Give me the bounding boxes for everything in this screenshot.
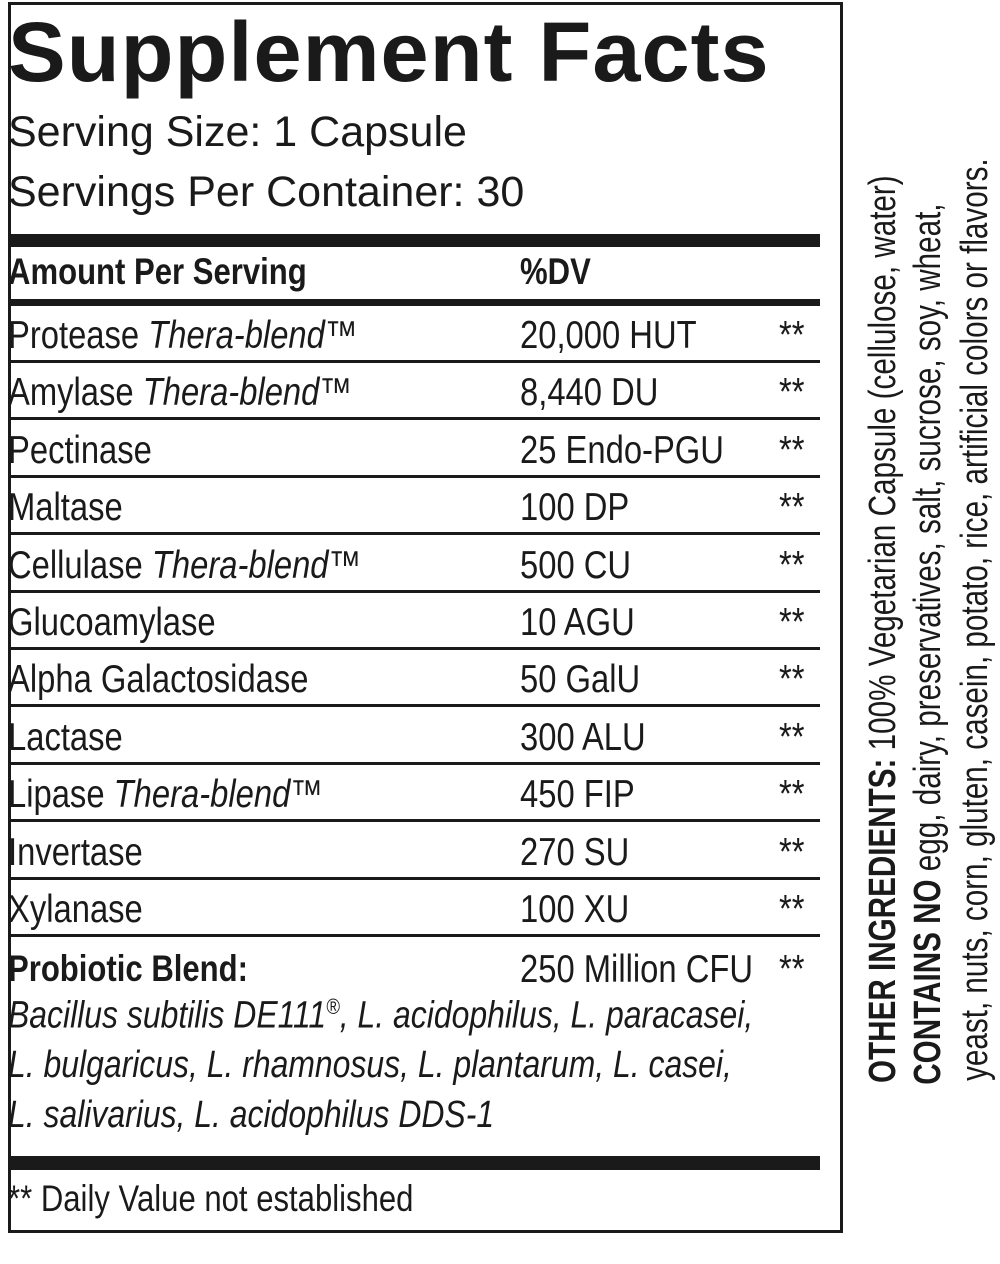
probiotic-amount: 250 Million CFU xyxy=(520,948,754,991)
ingredient-amount: 270 SU xyxy=(520,830,630,874)
table-row: Lipase Thera-blend™ 450 FIP ** xyxy=(8,765,820,823)
bottom-divider xyxy=(8,1156,820,1170)
ingredient-amount: 100 DP xyxy=(520,486,630,530)
row-divider xyxy=(8,876,820,880)
ingredient-dv: ** xyxy=(779,314,805,357)
probiotic-strains-line: L. bulgaricus, L. rhamnosus, L. plantaru… xyxy=(8,1044,732,1086)
row-divider xyxy=(8,532,820,536)
row-divider xyxy=(8,704,820,708)
table-row: Invertase 270 SU ** xyxy=(8,823,820,880)
ingredient-dv: ** xyxy=(779,888,805,931)
ingredient-name: Alpha Galactosidase xyxy=(8,658,309,702)
footnote: ** Daily Value not established xyxy=(8,1178,414,1219)
ingredient-amount: 300 ALU xyxy=(520,715,646,759)
ingredient-name: Maltase xyxy=(8,486,123,530)
contains-no-continued: yeast, nuts, corn, gluten, casein, potat… xyxy=(954,158,996,1081)
table-row: Amylase Thera-blend™ 8,440 DU ** xyxy=(8,363,820,421)
ingredient-name: Cellulase Thera-blend™ xyxy=(8,543,362,587)
ingredient-name: Lactase xyxy=(8,715,123,759)
supplement-facts-panel xyxy=(8,2,843,1233)
ingredient-dv: ** xyxy=(779,658,805,702)
ingredient-amount: 500 CU xyxy=(520,543,632,587)
thick-divider xyxy=(8,234,820,247)
table-row: Xylanase 100 XU ** xyxy=(8,880,820,937)
row-divider xyxy=(8,474,820,478)
row-divider xyxy=(8,360,820,363)
ingredient-amount: 450 FIP xyxy=(520,773,635,817)
row-divider xyxy=(8,417,820,421)
probiotic-dv: ** xyxy=(779,948,805,991)
ingredient-amount: 10 AGU xyxy=(520,601,635,644)
other-ingredients-side-text: OTHER INGREDIENTS: 100% Vegetarian Capsu… xyxy=(862,0,1000,1239)
header-divider xyxy=(8,299,820,306)
row-divider xyxy=(8,647,820,650)
ingredient-dv: ** xyxy=(779,601,805,644)
ingredient-name: Glucoamylase xyxy=(8,601,216,644)
ingredient-dv: ** xyxy=(779,773,805,817)
serving-size: Serving Size: 1 Capsule xyxy=(8,108,467,156)
ingredient-name: Pectinase xyxy=(8,428,152,472)
ingredient-dv: ** xyxy=(779,543,805,587)
table-row: Lactase 300 ALU ** xyxy=(8,708,820,765)
probiotic-name: Probiotic Blend: xyxy=(8,948,249,989)
table-row: Alpha Galactosidase 50 GalU ** xyxy=(8,650,820,708)
row-divider xyxy=(8,819,820,823)
probiotic-row: Probiotic Blend: 250 Million CFU ** xyxy=(8,940,820,997)
row-divider xyxy=(8,934,820,937)
header-dv: %DV xyxy=(520,251,591,292)
ingredient-name: Lipase Thera-blend™ xyxy=(8,773,324,817)
ingredient-dv: ** xyxy=(779,428,805,472)
ingredient-name: Protease Thera-blend™ xyxy=(8,314,358,357)
probiotic-strains-line: Bacillus subtilis DE111®, L. acidophilus… xyxy=(8,994,754,1037)
header-amount: Amount Per Serving xyxy=(8,251,307,292)
row-divider xyxy=(8,589,820,593)
ingredient-amount: 8,440 DU xyxy=(520,371,659,415)
panel-title: Supplement Facts xyxy=(8,5,770,99)
table-row: Glucoamylase 10 AGU ** xyxy=(8,593,820,650)
ingredient-name: Invertase xyxy=(8,830,143,874)
table-row: Pectinase 25 Endo-PGU ** xyxy=(8,421,820,478)
ingredient-name: Amylase Thera-blend™ xyxy=(8,371,353,415)
ingredient-amount: 100 XU xyxy=(520,888,630,931)
servings-per-container: Servings Per Container: 30 xyxy=(8,168,525,216)
contains-no: CONTAINS NO egg, dairy, preservatives, s… xyxy=(907,203,949,1086)
other-ingredients: OTHER INGREDIENTS: 100% Vegetarian Capsu… xyxy=(862,175,904,1084)
ingredient-dv: ** xyxy=(779,830,805,874)
ingredient-name: Xylanase xyxy=(8,888,143,931)
ingredient-dv: ** xyxy=(779,715,805,759)
ingredient-amount: 20,000 HUT xyxy=(520,314,697,357)
ingredient-dv: ** xyxy=(779,486,805,530)
table-row: Protease Thera-blend™ 20,000 HUT ** xyxy=(8,306,820,363)
ingredient-dv: ** xyxy=(779,371,805,415)
probiotic-strains-line: L. salivarius, L. acidophilus DDS-1 xyxy=(8,1094,495,1136)
table-row: Maltase 100 DP ** xyxy=(8,478,820,536)
ingredient-amount: 25 Endo-PGU xyxy=(520,428,724,472)
row-divider xyxy=(8,761,820,765)
table-row: Cellulase Thera-blend™ 500 CU ** xyxy=(8,536,820,593)
ingredient-amount: 50 GalU xyxy=(520,658,641,702)
table-header: Amount Per Serving %DV xyxy=(8,247,820,299)
